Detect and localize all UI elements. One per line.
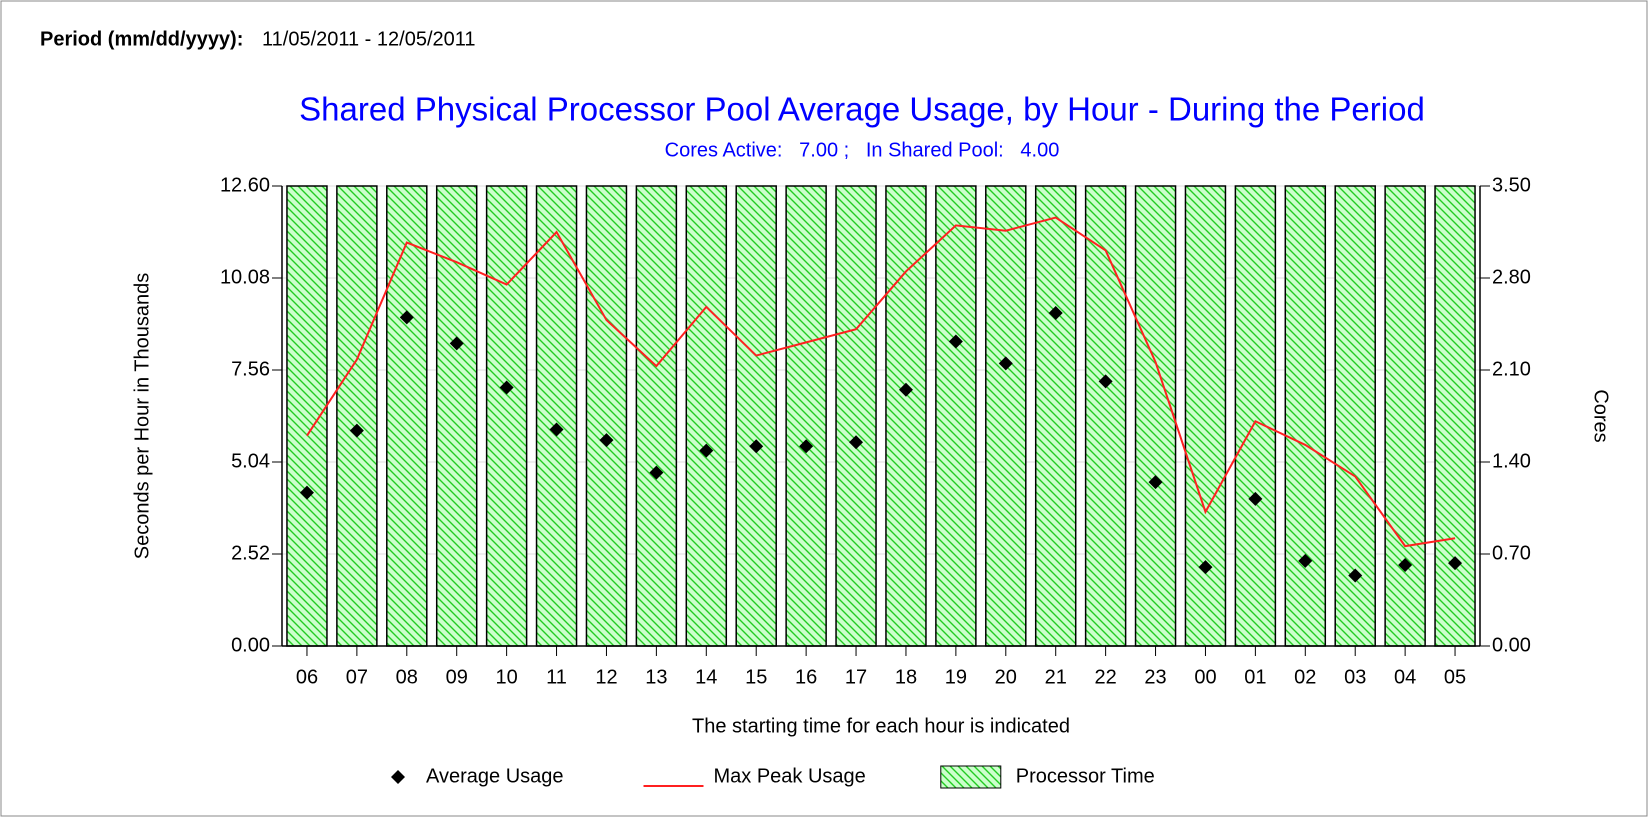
y-axis-title: Seconds per Hour in Thousands <box>131 273 153 559</box>
point <box>1248 491 1263 506</box>
x-tick-label: 15 <box>745 666 767 688</box>
x-tick-label: 06 <box>296 666 318 688</box>
point <box>998 356 1013 371</box>
bar <box>635 185 678 647</box>
legend-label: Average Usage <box>426 765 564 787</box>
point <box>599 433 614 448</box>
y2-tick-label: 0.00 <box>1492 634 1531 656</box>
bar <box>1234 185 1277 647</box>
chart-title: Shared Physical Processor Pool Average U… <box>299 91 1425 128</box>
x-tick-label: 08 <box>396 666 418 688</box>
chart-subtitle: Cores Active: 7.00 ; In Shared Pool: 4.0… <box>665 139 1060 161</box>
point <box>1298 553 1313 568</box>
x-tick-label: 02 <box>1294 666 1316 688</box>
x-tick-label: 09 <box>446 666 468 688</box>
legend-symbol <box>391 770 405 784</box>
x-tick-label: 11 <box>546 666 567 688</box>
bar <box>485 185 528 647</box>
period-label: Period (mm/dd/yyyy): <box>40 28 243 50</box>
bar <box>1384 185 1426 647</box>
bar <box>1434 185 1476 647</box>
point <box>649 465 664 480</box>
y-tick-label: 12.60 <box>220 174 270 196</box>
point <box>299 485 314 500</box>
bar <box>1034 185 1077 647</box>
y2-tick-label: 2.80 <box>1492 266 1531 288</box>
point <box>799 439 814 454</box>
point <box>898 382 913 397</box>
point <box>499 380 514 395</box>
point <box>399 310 414 325</box>
bar <box>735 185 777 647</box>
x-tick-label: 03 <box>1344 666 1366 688</box>
point <box>1448 556 1463 571</box>
bar <box>935 185 977 647</box>
x-tick-label: 04 <box>1394 666 1416 688</box>
point <box>1198 560 1213 575</box>
x-tick-label: 13 <box>645 666 667 688</box>
point <box>699 443 714 458</box>
x-tick-label: 18 <box>895 666 917 688</box>
x-tick-label: 23 <box>1144 666 1166 688</box>
y2-axis-title: Cores <box>1590 389 1612 442</box>
x-tick-label: 05 <box>1444 666 1466 688</box>
point <box>349 423 364 438</box>
x-tick-label: 01 <box>1244 666 1266 688</box>
x-tick-label: 10 <box>496 666 518 688</box>
bar <box>435 185 478 647</box>
x-tick-label: 22 <box>1095 666 1117 688</box>
bar <box>885 185 927 647</box>
x-tick-label: 19 <box>945 666 967 688</box>
point <box>1098 374 1113 389</box>
legend-label: Processor Time <box>1016 765 1155 787</box>
bar <box>835 185 877 647</box>
x-tick-label: 16 <box>795 666 817 688</box>
period-value: 11/05/2011 - 12/05/2011 <box>262 28 476 50</box>
x-tick-label: 07 <box>346 666 368 688</box>
y-tick-label: 7.56 <box>231 358 270 380</box>
x-axis-title: The starting time for each hour is indic… <box>692 715 1070 737</box>
y-tick-label: 0.00 <box>231 634 270 656</box>
y-tick-label: 2.52 <box>231 542 270 564</box>
bar <box>1184 185 1227 647</box>
bar <box>1284 185 1327 647</box>
x-tick-label: 20 <box>995 666 1017 688</box>
y2-tick-label: 0.70 <box>1492 542 1531 564</box>
legend-label: Max Peak Usage <box>714 765 866 787</box>
y2-tick-label: 1.40 <box>1492 450 1531 472</box>
point <box>948 334 963 349</box>
point <box>849 435 864 450</box>
legend-symbol <box>940 765 1002 789</box>
point <box>1148 475 1163 490</box>
point <box>1398 557 1413 572</box>
bar <box>585 185 628 647</box>
bar <box>1134 185 1177 647</box>
x-tick-label: 17 <box>845 666 867 688</box>
point <box>549 422 564 437</box>
y2-tick-label: 2.10 <box>1492 358 1531 380</box>
y2-tick-label: 3.50 <box>1492 174 1531 196</box>
x-tick-label: 00 <box>1194 666 1216 688</box>
line <box>306 216 1456 548</box>
point <box>749 439 764 454</box>
x-tick-label: 14 <box>695 666 717 688</box>
x-tick-label: 12 <box>595 666 617 688</box>
bar <box>685 185 728 647</box>
bar <box>535 185 578 647</box>
point <box>1048 306 1063 321</box>
x-tick-label: 21 <box>1045 666 1067 688</box>
bar <box>336 185 378 647</box>
bar <box>1084 185 1127 647</box>
bar <box>785 185 827 647</box>
y-tick-label: 5.04 <box>231 450 270 472</box>
point <box>1348 568 1363 583</box>
bar <box>985 185 1027 647</box>
point <box>449 336 464 351</box>
y-tick-label: 10.08 <box>220 266 270 288</box>
bar <box>386 185 428 647</box>
